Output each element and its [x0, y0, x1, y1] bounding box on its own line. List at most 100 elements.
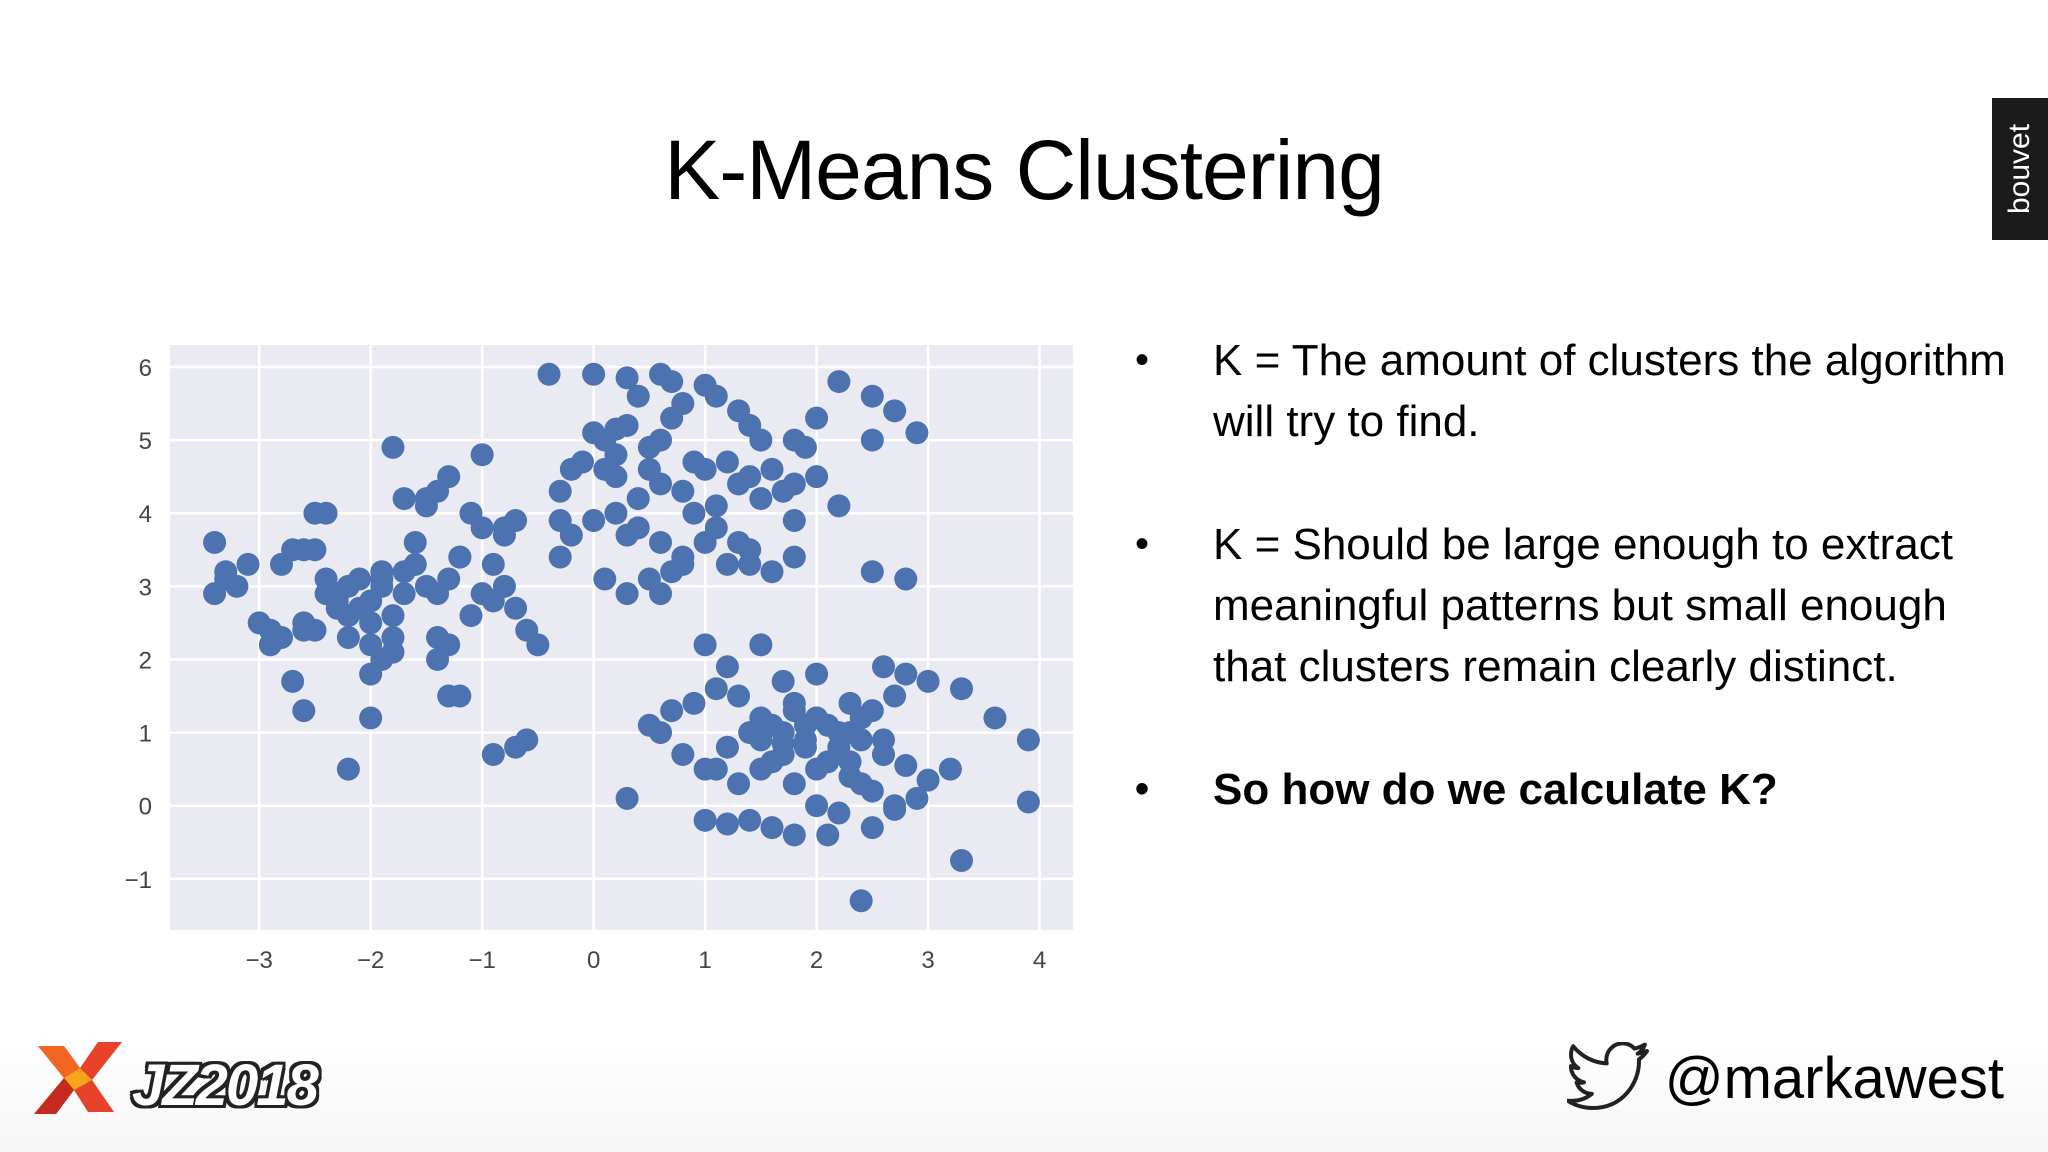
scatter-chart: −3 −2 −1 0 1 2 3 4 −1 0 1 2 3 4 5 6: [125, 345, 1073, 974]
data-point: [827, 370, 851, 394]
twitter-handle: @markawest: [1566, 1038, 2004, 1118]
data-point: [715, 812, 739, 836]
data-point: [537, 362, 561, 386]
data-point: [871, 655, 895, 679]
slide-title: K-Means Clustering: [664, 123, 1385, 217]
data-point: [403, 552, 427, 576]
data-point: [392, 487, 416, 511]
data-point: [883, 399, 907, 423]
data-point: [782, 772, 806, 796]
data-point: [269, 552, 293, 576]
data-point: [693, 633, 717, 657]
data-point: [704, 384, 728, 408]
data-point: [559, 457, 583, 481]
data-point: [782, 428, 806, 452]
data-point: [749, 728, 773, 752]
y-tick-label: 0: [139, 794, 152, 821]
data-point: [715, 552, 739, 576]
data-point: [637, 713, 661, 737]
data-point: [849, 706, 873, 730]
data-point: [916, 669, 940, 693]
data-point: [615, 786, 639, 810]
data-point: [660, 370, 684, 394]
data-point: [715, 450, 739, 474]
data-point: [604, 443, 628, 467]
data-point: [548, 545, 572, 569]
x-tick-label: 2: [810, 947, 823, 974]
data-points: [203, 362, 1040, 913]
data-point: [359, 611, 383, 635]
data-point: [459, 604, 483, 628]
data-point: [805, 757, 829, 781]
data-point: [782, 823, 806, 847]
data-point: [336, 626, 360, 649]
data-point: [660, 560, 684, 584]
data-point: [883, 797, 907, 821]
data-point: [292, 618, 316, 642]
data-point: [526, 633, 550, 657]
y-tick-labels: −1 0 1 2 3 4 5 6: [125, 355, 152, 894]
data-point: [938, 757, 962, 781]
x-tick-label: 3: [921, 947, 934, 974]
data-point: [348, 567, 372, 591]
data-point: [894, 753, 918, 777]
y-tick-label: 2: [139, 647, 152, 674]
data-point: [314, 501, 338, 525]
data-point: [715, 655, 739, 679]
x-tick-label: −1: [468, 947, 495, 974]
bullet-text: K = Should be large enough to extract me…: [1213, 520, 1953, 691]
data-point: [459, 501, 483, 525]
data-point: [704, 757, 728, 781]
bullet-item: • K = The amount of clusters the algorith…: [1130, 330, 2030, 452]
data-point: [281, 669, 305, 693]
data-point: [481, 552, 505, 576]
data-point: [214, 567, 238, 591]
data-point: [325, 589, 349, 613]
data-point: [437, 567, 461, 591]
data-point: [1016, 790, 1040, 814]
data-point: [615, 366, 639, 390]
data-point: [871, 728, 895, 752]
data-point: [492, 574, 516, 598]
y-tick-label: 1: [139, 721, 152, 748]
y-tick-label: −1: [125, 867, 152, 894]
data-point: [860, 816, 884, 840]
data-point: [381, 604, 405, 628]
twitter-bird-icon: [1566, 1042, 1649, 1110]
data-point: [883, 684, 907, 708]
data-point: [771, 669, 795, 693]
data-point: [615, 582, 639, 606]
bullet-item: • So how do we calculate K?: [1130, 759, 2030, 820]
data-point: [905, 421, 929, 445]
data-point: [805, 662, 829, 686]
data-point: [838, 750, 862, 774]
data-point: [470, 443, 494, 467]
data-point: [894, 662, 918, 686]
data-point: [682, 691, 706, 715]
data-point: [771, 479, 795, 503]
data-point: [481, 743, 505, 766]
data-point: [860, 560, 884, 584]
data-point: [414, 494, 438, 518]
data-point: [1016, 728, 1040, 752]
data-point: [660, 406, 684, 430]
data-point: [715, 735, 739, 759]
data-point: [704, 677, 728, 701]
data-point: [437, 465, 461, 489]
data-point: [916, 768, 940, 792]
data-point: [269, 626, 293, 649]
data-point: [582, 509, 606, 532]
x-tick-label: −2: [357, 947, 384, 974]
bullet-dot: •: [1135, 522, 1150, 566]
data-point: [782, 509, 806, 532]
data-point: [448, 684, 472, 708]
data-point: [760, 816, 784, 840]
data-point: [760, 560, 784, 584]
data-point: [793, 713, 817, 737]
data-point: [805, 794, 829, 818]
data-point: [738, 808, 762, 832]
y-tick-label: 4: [139, 501, 152, 528]
data-point: [749, 706, 773, 730]
data-point: [671, 743, 695, 766]
data-point: [381, 640, 405, 664]
